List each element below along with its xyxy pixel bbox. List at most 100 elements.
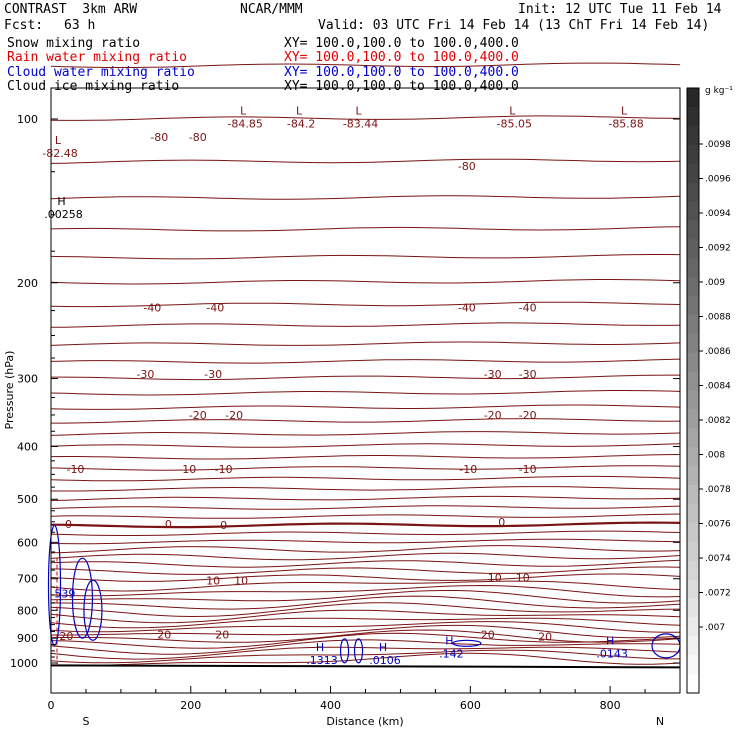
colorbar-swatch (687, 371, 699, 391)
colorbar-swatch (687, 125, 699, 146)
extremum-marker: H (445, 634, 453, 647)
contour-line (50, 195, 681, 200)
contour-line (50, 545, 681, 554)
contour-label: 20 (157, 629, 171, 642)
contour-line (50, 465, 681, 471)
y-tick-label: 500 (17, 493, 38, 506)
y-tick-label: 1000 (10, 657, 38, 670)
colorbar-swatch (687, 503, 699, 524)
contour-label: -20 (484, 409, 502, 422)
y-tick-label: 700 (17, 573, 38, 586)
extremum-marker: H (57, 195, 65, 208)
contour-label: -80 (458, 160, 476, 173)
contour-line (50, 226, 681, 232)
colorbar-swatch (687, 636, 699, 656)
colorbar-swatch (687, 447, 699, 467)
extremum-value: .1313 (306, 654, 338, 667)
contour-line (50, 158, 681, 164)
colorbar-swatch (687, 466, 699, 486)
forecast-value: 63 h (64, 18, 96, 33)
colorbar-label: .008 (705, 451, 725, 461)
contour-label: -20 (189, 409, 207, 422)
contour-label: 20 (215, 629, 229, 642)
contour-line (50, 629, 681, 643)
colorbar: .0098 .0096 .0094 .0092 .009 .0088 .0086 .0084.… (686, 87, 731, 694)
extremum-marker: H (606, 634, 614, 647)
colorbar-swatch (687, 541, 699, 562)
extremum-marker: H (379, 641, 387, 654)
contour-line (50, 115, 681, 121)
contour-label: 0 (65, 518, 72, 531)
contour-line (50, 602, 681, 618)
contour-label: -10 (178, 463, 196, 476)
endpoint-south: S (83, 715, 90, 728)
y-tick-label: 300 (17, 373, 38, 386)
contour-line (50, 475, 681, 482)
contour-label: -40 (206, 301, 224, 314)
contour-label: 0 (165, 518, 172, 531)
contour-line (51, 374, 680, 381)
colorbar-label: .0094 (705, 209, 731, 219)
contour-label: -30 (136, 368, 154, 381)
contour-label: -10 (519, 463, 537, 476)
contour-label: 10 (206, 574, 220, 587)
contour-line (50, 404, 681, 410)
legend-cloudwater-xy: XY= 100.0,100.0 to 100.0,400.0 (284, 65, 519, 80)
contour-line (50, 301, 681, 308)
legend-rain-xy: XY= 100.0,100.0 to 100.0,400.0 (284, 50, 519, 65)
extremum-value: -83.44 (343, 118, 378, 131)
contour-line (50, 254, 681, 260)
endpoint-north: N (656, 715, 664, 728)
contour-line (50, 621, 681, 633)
colorbar-swatch (687, 106, 699, 127)
contour-label: -10 (66, 463, 84, 476)
colorbar-swatch (687, 258, 699, 278)
colorbar-swatch (687, 598, 699, 618)
contour-line (50, 617, 681, 629)
contour-line (50, 573, 681, 582)
colorbar-swatch (687, 352, 699, 373)
contour-line (51, 595, 681, 610)
contour-line (50, 358, 681, 364)
colorbar-swatch (687, 655, 699, 675)
x-tick-label: 800 (600, 699, 621, 712)
contour-line (50, 552, 681, 561)
temperature-contours (50, 62, 681, 669)
contour-line (50, 279, 681, 285)
colorbar-swatch (687, 409, 699, 429)
y-tick-label: 200 (17, 277, 38, 290)
contour-label: 10 (516, 572, 530, 585)
contour-label: -30 (204, 368, 222, 381)
colorbar-swatch (687, 239, 699, 259)
extremum-marker: H (316, 641, 324, 654)
extremum-value: .00258 (44, 208, 83, 221)
extremum-value: -85.05 (497, 118, 532, 131)
colorbar-label: .0096 (705, 175, 731, 185)
contour-line (50, 566, 681, 575)
colorbar-swatch (687, 560, 699, 581)
extremum-value: -85.88 (608, 118, 643, 131)
colorbar-label: .0082 (705, 416, 731, 426)
forecast-label: Fcst: (4, 18, 44, 33)
contour-line (50, 632, 681, 649)
legend-snow-xy: XY= 100.0,100.0 to 100.0,400.0 (284, 36, 519, 51)
contour-label: -40 (143, 301, 161, 314)
contour-line (50, 513, 681, 519)
contour-label: -10 (215, 463, 233, 476)
colorbar-swatch (687, 674, 699, 694)
contour-line (50, 652, 681, 667)
extremum-value: .142 (439, 647, 464, 660)
extremum-marker: L (509, 105, 516, 118)
contour-line (50, 538, 681, 545)
extremum-value: -82.48 (42, 147, 77, 160)
colorbar-label: .0078 (705, 485, 731, 495)
cloud-water-contour (47, 524, 62, 646)
contour-line (50, 521, 681, 529)
model-title: CONTRAST 3km ARW (4, 2, 138, 17)
contour-line (50, 530, 681, 536)
contour-label: 10 (234, 574, 248, 587)
x-tick-label: 0 (48, 699, 55, 712)
contour-line (50, 584, 681, 598)
